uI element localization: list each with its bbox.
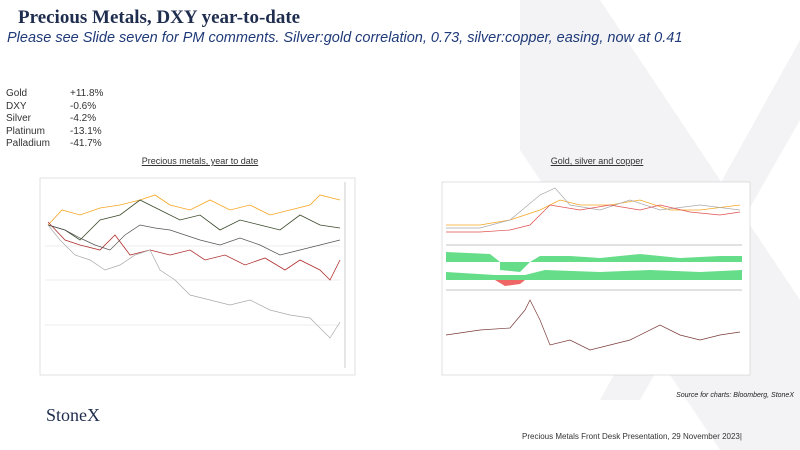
source-note: Source for charts: Bloomberg, StoneX: [676, 392, 794, 399]
footer: Precious Metals Front Desk Presentation,…: [522, 432, 742, 441]
ytd-change: -41.7%: [70, 138, 102, 149]
asset-name: DXY: [6, 100, 27, 112]
subtitle: Please see Slide seven for PM comments. …: [7, 30, 683, 46]
chart-caption: Gold, silver and copper: [550, 156, 644, 166]
performance-row: DXY -0.6%: [6, 101, 103, 114]
logo: StoneX: [46, 405, 100, 425]
performance-row: Platinum -13.1%: [6, 126, 103, 139]
performance-row: Palladium -41.7%: [6, 138, 103, 151]
chart-caption: Precious metals, year to date: [141, 156, 259, 166]
asset-name: Platinum: [6, 125, 45, 137]
ytd-change: -0.6%: [70, 100, 97, 112]
ytd-change: -13.1%: [70, 125, 102, 137]
asset-name: Silver: [6, 113, 32, 124]
performance-row: Silver -4.2%: [6, 113, 103, 126]
performance-list: Gold +11.8% DXY -0.6% Silver -4.2% Platinum -13…: [6, 88, 103, 151]
ytd-change: +11.8%: [70, 88, 104, 99]
asset-name: Palladium: [6, 138, 50, 149]
performance-row: Gold +11.8%: [6, 88, 103, 101]
title: Precious Metals, DXY year-to-date: [18, 7, 301, 28]
asset-name: Gold: [6, 88, 28, 99]
ytd-change: -4.2%: [70, 113, 97, 124]
